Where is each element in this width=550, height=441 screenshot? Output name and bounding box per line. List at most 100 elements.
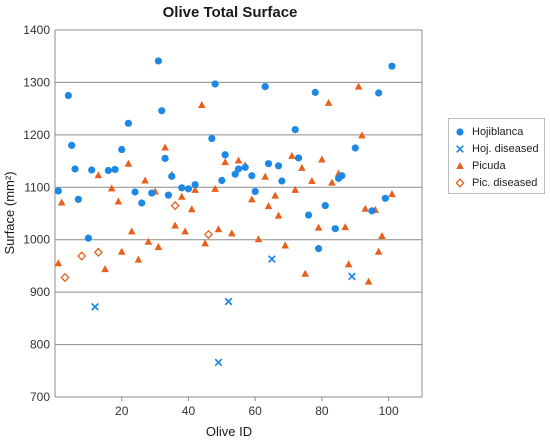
hojiblanca-point: [118, 145, 126, 154]
legend-label: Hojiblanca: [472, 125, 524, 138]
picuda-point: [234, 156, 243, 164]
picuda-point: [177, 192, 186, 200]
picuda-point: [281, 241, 290, 249]
hojiblanca-point: [111, 165, 119, 174]
hojiblanca-point: [261, 83, 269, 91]
y-tick-label: 900: [30, 285, 50, 299]
picuda-point: [221, 158, 229, 166]
hojiblanca-point: [231, 170, 239, 178]
picuda-point: [228, 229, 236, 237]
pic-diseased-point: [170, 200, 180, 211]
hoj-diseased-point: [348, 272, 356, 281]
picuda-point: [94, 171, 103, 179]
hojiblanca-point: [124, 119, 132, 127]
picuda-point: [161, 143, 169, 151]
picuda-point: [298, 163, 306, 171]
picuda-point: [54, 259, 63, 267]
picuda-point: [191, 185, 199, 193]
hojiblanca-point: [311, 88, 319, 96]
picuda-point: [117, 247, 126, 255]
picuda-point: [261, 172, 269, 180]
picuda-point: [344, 260, 353, 268]
legend-marker-hojiblanca: [456, 127, 464, 136]
x-tick-label: 20: [115, 404, 129, 418]
hojiblanca-point: [178, 184, 186, 192]
picuda-point: [214, 225, 223, 233]
hojiblanca-point: [64, 91, 72, 100]
picuda-point: [364, 277, 373, 285]
legend-marker-pic-diseased: [455, 177, 465, 188]
picuda-point: [318, 155, 326, 163]
hojiblanca-point: [138, 199, 146, 207]
picuda-point: [124, 159, 133, 167]
hojiblanca-point: [388, 62, 396, 70]
pic-diseased-point: [77, 251, 87, 261]
hojiblanca-point: [191, 181, 199, 189]
hojiblanca-point: [368, 207, 376, 215]
picuda-point: [354, 82, 363, 90]
hojiblanca-point: [164, 191, 173, 199]
hojiblanca-point: [248, 172, 256, 180]
hojiblanca-point: [351, 144, 359, 152]
hojiblanca-point: [251, 187, 259, 196]
picuda-point: [154, 243, 163, 251]
picuda-point: [358, 131, 366, 139]
picuda-point: [141, 176, 149, 184]
hojiblanca-point: [71, 165, 79, 173]
x-tick-label: 60: [249, 404, 263, 418]
hojiblanca-point: [218, 176, 226, 185]
picuda-point: [127, 227, 136, 235]
hojiblanca-point: [154, 57, 163, 65]
hoj-diseased-point: [267, 255, 276, 264]
hojiblanca-point: [278, 177, 286, 185]
legend-item-pic-diseased: Pic. diseased: [454, 174, 544, 191]
axes: [54, 30, 423, 401]
legend-symbol: [456, 144, 464, 153]
hoj-diseased-point: [214, 358, 223, 367]
x-tick-label: 80: [315, 404, 329, 418]
hojiblanca-point: [84, 234, 92, 242]
hojiblanca-point: [375, 89, 383, 97]
picuda-point: [57, 198, 66, 206]
legend-label: Pic. diseased: [472, 176, 538, 189]
hojiblanca-point: [381, 194, 389, 202]
hojiblanca-point: [321, 202, 329, 210]
hojiblanca-point: [131, 188, 139, 196]
hojiblanca-point: [211, 80, 219, 88]
y-tick-label: 1200: [23, 128, 50, 142]
x-tick-label: 100: [379, 404, 399, 418]
legend-marker-picuda: [456, 161, 464, 169]
picuda-point: [264, 202, 273, 210]
y-axis-title: Surface (mm²): [2, 171, 17, 254]
picuda-point: [187, 205, 196, 213]
picuda-point: [301, 269, 310, 277]
y-tick-label: 700: [30, 390, 50, 404]
legend-marker-hoj-diseased: [456, 144, 464, 153]
grid-lines: [55, 29, 422, 346]
hojiblanca-point: [291, 126, 299, 134]
x-tick-label: 40: [182, 404, 196, 418]
picuda-point: [248, 195, 256, 203]
hojiblanca-point: [234, 165, 243, 173]
hojiblanca-point: [241, 163, 249, 171]
picuda-point: [107, 184, 116, 192]
hojiblanca-point: [221, 151, 229, 159]
hojiblanca-point: [274, 162, 283, 170]
picuda-point: [134, 255, 143, 263]
picuda-point: [201, 239, 209, 247]
y-tick-label: 1000: [23, 233, 50, 247]
hojiblanca-point: [208, 134, 216, 143]
legend-item-hoj-diseased: Hoj. diseased: [454, 140, 544, 157]
y-tick-label: 800: [30, 338, 50, 352]
hojiblanca-point: [314, 245, 323, 253]
picuda-point: [114, 197, 123, 205]
picuda-point: [198, 100, 206, 108]
picuda-point: [274, 211, 283, 219]
picuda-point: [374, 247, 383, 255]
picuda-point: [324, 98, 333, 106]
hojiblanca-point: [88, 166, 96, 174]
picuda-point: [378, 232, 386, 240]
picuda-point: [361, 204, 370, 212]
hojiblanca-point: [338, 172, 346, 180]
picuda-point: [101, 265, 109, 273]
